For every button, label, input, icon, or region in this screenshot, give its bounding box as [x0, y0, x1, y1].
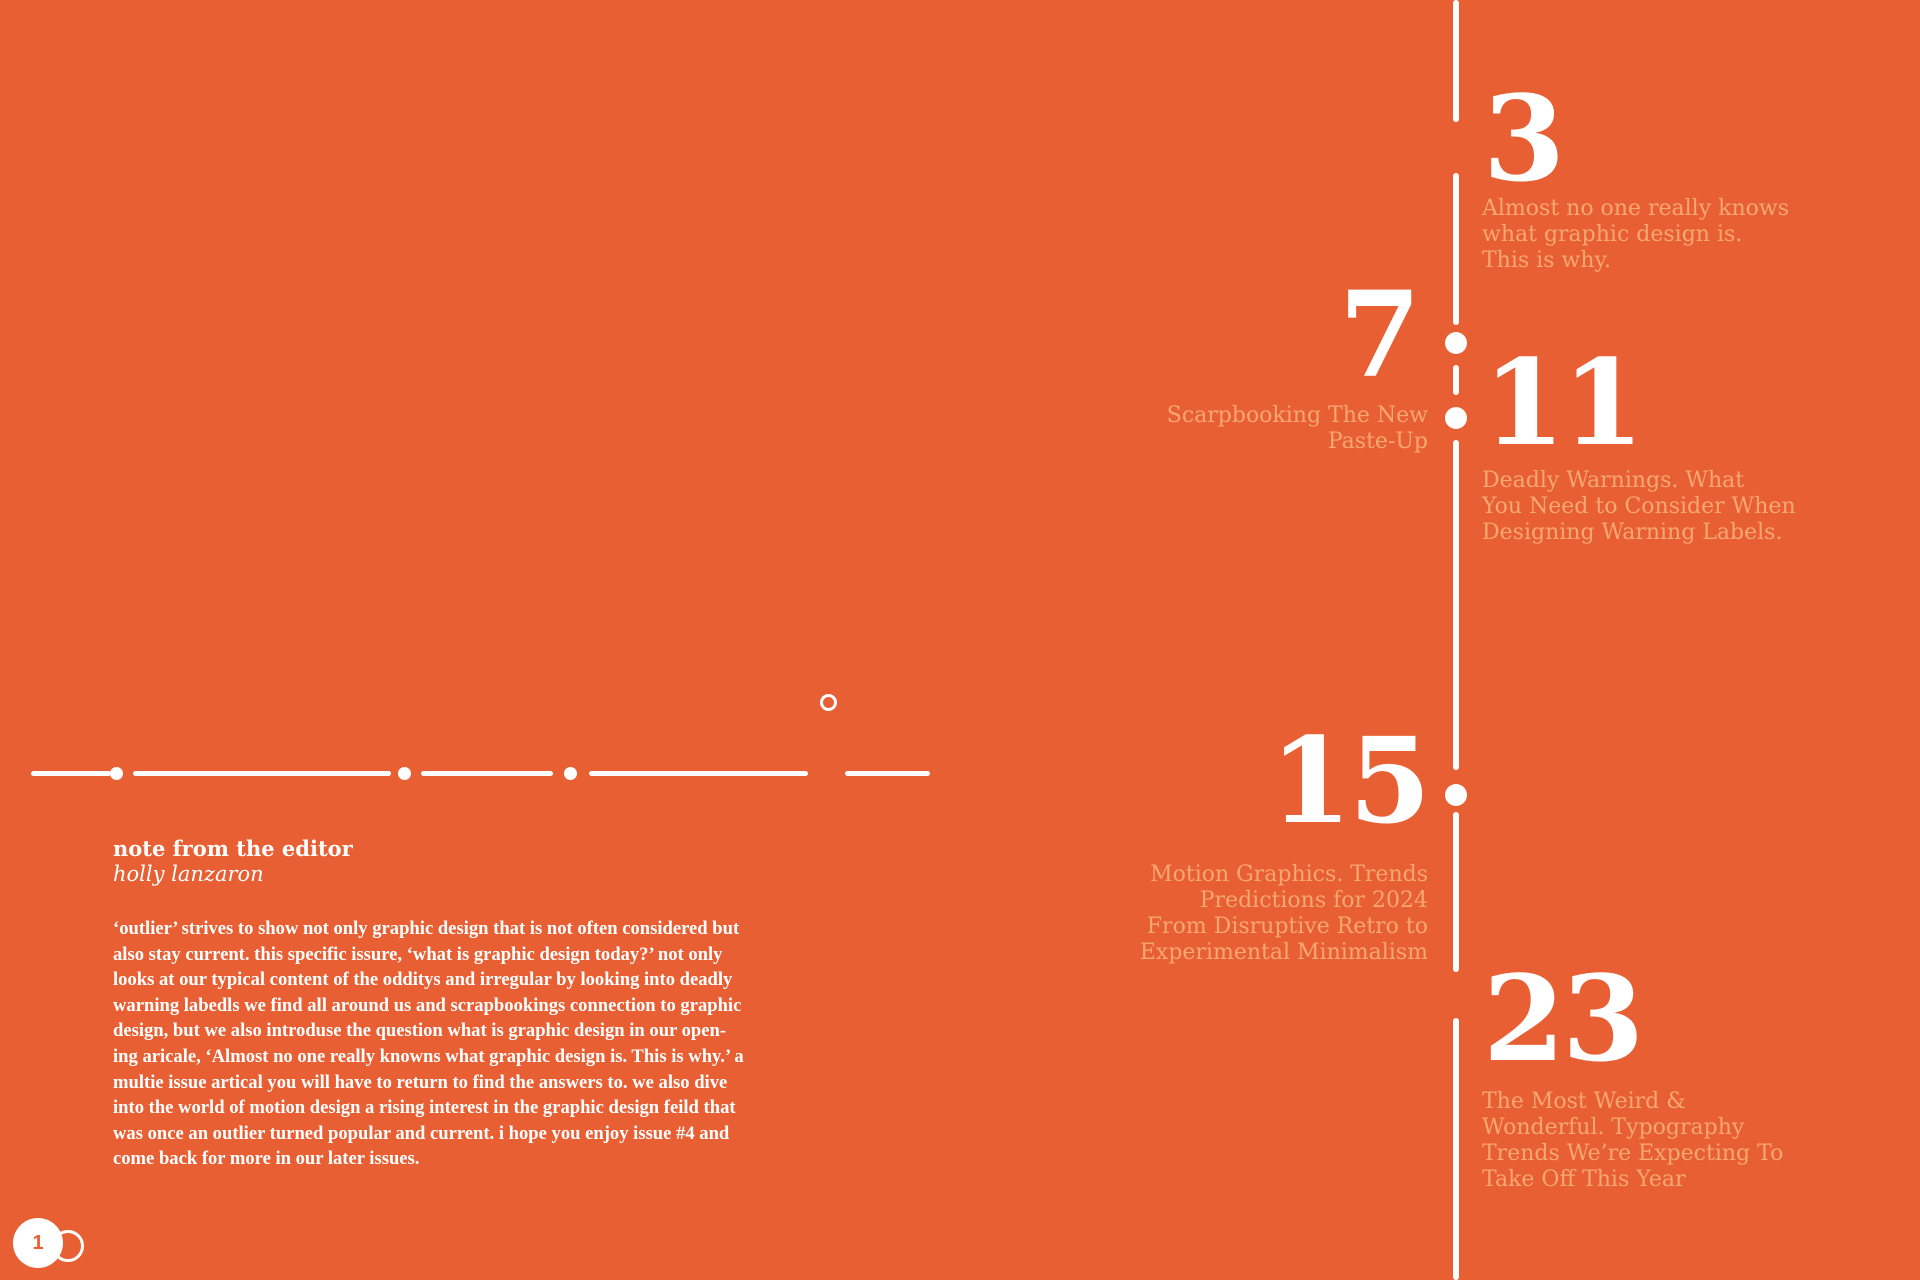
contents-page-number: 15 — [1269, 711, 1431, 850]
contents-article-title[interactable]: The Most Weird & Wonderful. Typography T… — [1482, 1089, 1784, 1192]
editor-note-author: holly lanzaron — [113, 862, 264, 886]
divider-dot — [564, 767, 577, 780]
contents-page-number: 23 — [1483, 949, 1644, 1088]
divider-ring — [820, 694, 837, 711]
divider-segment — [421, 771, 553, 776]
divider-segment — [589, 771, 808, 776]
contents-page-number: 11 — [1483, 333, 1644, 472]
divider-segment — [133, 771, 391, 776]
editor-note-heading: note from the editor — [113, 836, 353, 861]
timeline-segment — [1453, 1018, 1459, 1280]
timeline-segment — [1453, 812, 1459, 972]
page-number: 1 — [13, 1218, 63, 1268]
timeline-segment — [1453, 0, 1459, 122]
divider-dot — [110, 767, 123, 780]
timeline-dot — [1445, 332, 1467, 354]
contents-page-number: 7 — [1338, 265, 1421, 404]
timeline-segment — [1453, 440, 1459, 770]
divider-segment — [31, 771, 111, 776]
contents-article-title[interactable]: Motion Graphics. Trends Predictions for … — [1139, 862, 1428, 965]
contents-article-title[interactable]: Almost no one really knows what graphic … — [1482, 196, 1790, 273]
divider-dot — [398, 767, 411, 780]
timeline-dot — [1445, 407, 1467, 429]
timeline-dot — [1445, 784, 1467, 806]
divider-segment — [845, 771, 930, 776]
timeline-segment — [1453, 365, 1459, 395]
editor-note-body: ‘outlier’ strives to show not only graph… — [113, 918, 744, 1170]
timeline-segment — [1453, 173, 1459, 325]
contents-article-title[interactable]: Deadly Warnings. What You Need to Consid… — [1482, 468, 1796, 545]
contents-article-title[interactable]: Scarpbooking The New Paste-Up — [1166, 403, 1428, 454]
contents-page-number: 3 — [1483, 69, 1565, 208]
